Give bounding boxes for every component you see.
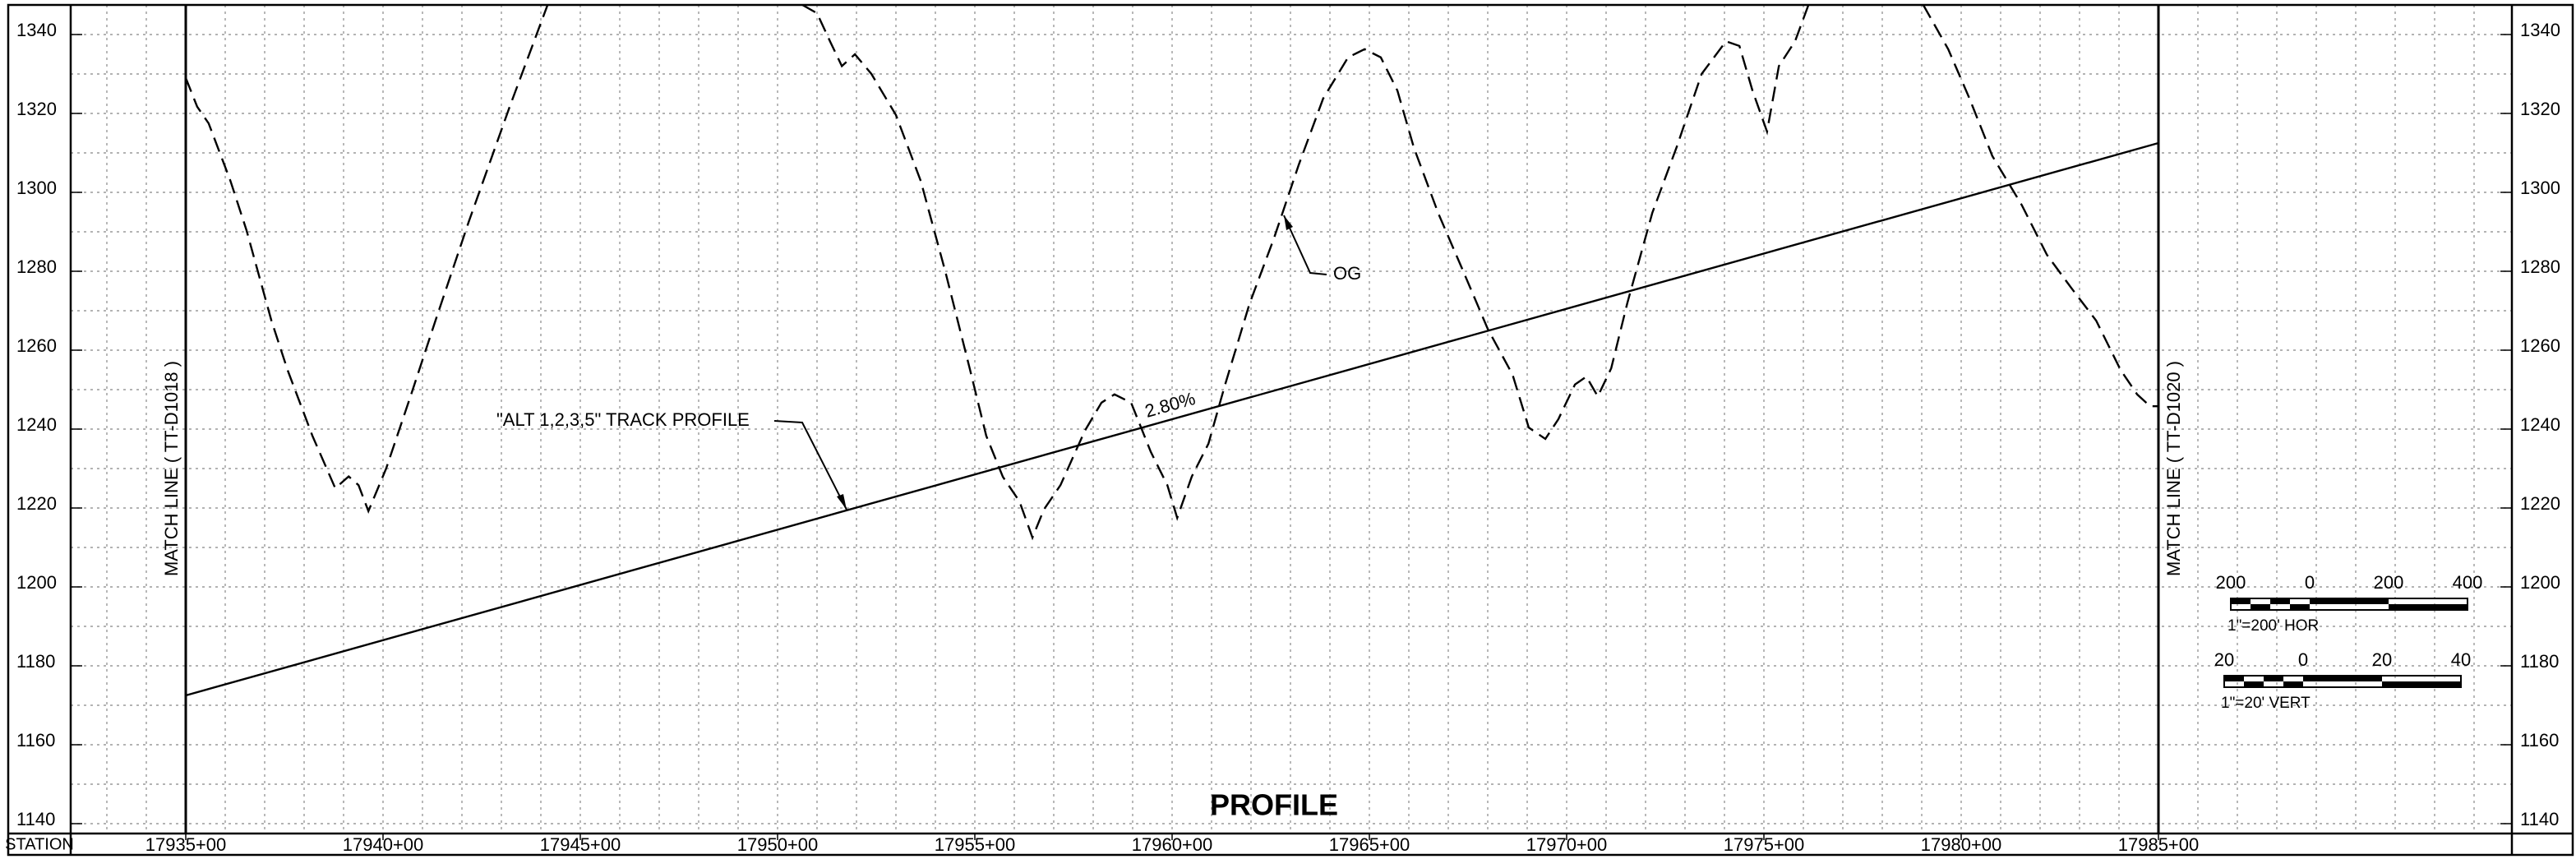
y-tick-label: 1220 xyxy=(16,493,57,514)
x-tick-label: 17970+00 xyxy=(1526,834,1608,855)
scale-label: 1"=200' HOR xyxy=(2227,617,2319,635)
y-tick-label-right: 1300 xyxy=(2520,178,2560,198)
y-tick-label-right: 1140 xyxy=(2520,809,2559,829)
x-tick-label: 17960+00 xyxy=(1132,834,1213,855)
scale-segment xyxy=(2251,604,2270,610)
scale-segment xyxy=(2310,598,2389,604)
y-tick-label: 1300 xyxy=(16,178,57,198)
y-tick-label: 1180 xyxy=(16,651,55,672)
y-tick-label: 1340 xyxy=(16,20,57,40)
x-tick-label: 17985+00 xyxy=(2118,834,2200,855)
frame xyxy=(7,3,2574,857)
scale-segment xyxy=(2270,598,2290,604)
match-line-label: MATCH LINE ( TT-D1020 ) xyxy=(2163,361,2184,576)
grade-label: 2.80% xyxy=(1143,388,1198,422)
scale-segment xyxy=(2283,681,2303,687)
y-tick-label: 1260 xyxy=(16,335,57,356)
profile-title: PROFILE xyxy=(1210,788,1338,822)
scale-tick: 20 xyxy=(2372,649,2392,670)
match-line-label: MATCH LINE ( TT-D1018 ) xyxy=(161,361,182,576)
scale-bar-vert: 20 0 20 40 1"=20' VERT xyxy=(2214,649,2471,712)
x-tick-label: 17965+00 xyxy=(1329,834,1410,855)
y-tick-label: 1280 xyxy=(16,256,57,277)
scale-tick: 200 xyxy=(2216,572,2246,593)
x-tick-label: 17950+00 xyxy=(737,834,819,855)
station-label: STATION xyxy=(5,835,74,853)
og-label: OG xyxy=(1333,263,1361,284)
y-tick-label-right: 1180 xyxy=(2520,651,2559,672)
y-tick-label-right: 1160 xyxy=(2520,730,2559,750)
scale-label: 1"=20' VERT xyxy=(2221,695,2311,712)
og-line xyxy=(184,5,2158,541)
y-tick-label-right: 1320 xyxy=(2520,99,2560,119)
track-profile-label: "ALT 1,2,3,5" TRACK PROFILE xyxy=(496,409,750,430)
leader xyxy=(1283,215,1327,275)
y-tick-label: 1140 xyxy=(16,809,55,829)
x-tick-label: 17980+00 xyxy=(1921,834,2002,855)
scale-segment xyxy=(2264,676,2283,681)
x-tick-label: 17975+00 xyxy=(1724,834,1805,855)
scale-segment xyxy=(2303,676,2382,681)
x-tick-label: 17940+00 xyxy=(343,834,424,855)
grid xyxy=(71,5,2512,834)
x-tick-label: 17945+00 xyxy=(540,834,621,855)
scale-tick: 0 xyxy=(2298,649,2308,670)
scale-bar-hor: 200 0 200 400 1"=200' HOR xyxy=(2216,572,2483,635)
scale-segment xyxy=(2224,676,2244,681)
y-tick-label: 1200 xyxy=(16,572,57,593)
scale-segment xyxy=(2290,604,2310,610)
y-tick-label: 1320 xyxy=(16,99,57,119)
y-tick-label-right: 1220 xyxy=(2520,493,2560,514)
x-tick-label: 17935+00 xyxy=(145,834,227,855)
y-tick-label-right: 1240 xyxy=(2520,414,2560,435)
scale-tick: 400 xyxy=(2453,572,2483,593)
scale-tick: 20 xyxy=(2214,649,2234,670)
scale-segment xyxy=(2231,598,2251,604)
scale-tick: 200 xyxy=(2374,572,2404,593)
y-tick-label-right: 1200 xyxy=(2520,572,2560,593)
scale-segment xyxy=(2389,604,2468,610)
scale-segment xyxy=(2244,681,2264,687)
y-tick-label-right: 1260 xyxy=(2520,335,2560,356)
x-tick-label: 17955+00 xyxy=(935,834,1016,855)
y-tick-label: 1240 xyxy=(16,414,57,435)
leader xyxy=(773,420,847,510)
scale-segment xyxy=(2382,681,2461,687)
scale-tick: 0 xyxy=(2305,572,2315,593)
y-tick-label: 1160 xyxy=(16,730,55,750)
arrowhead xyxy=(837,494,847,510)
y-tick-label-right: 1280 xyxy=(2520,256,2560,277)
y-tick-label-right: 1340 xyxy=(2520,20,2560,40)
scale-tick: 40 xyxy=(2451,649,2471,670)
arrowhead xyxy=(1284,215,1293,230)
track-profile-line xyxy=(185,141,2159,697)
